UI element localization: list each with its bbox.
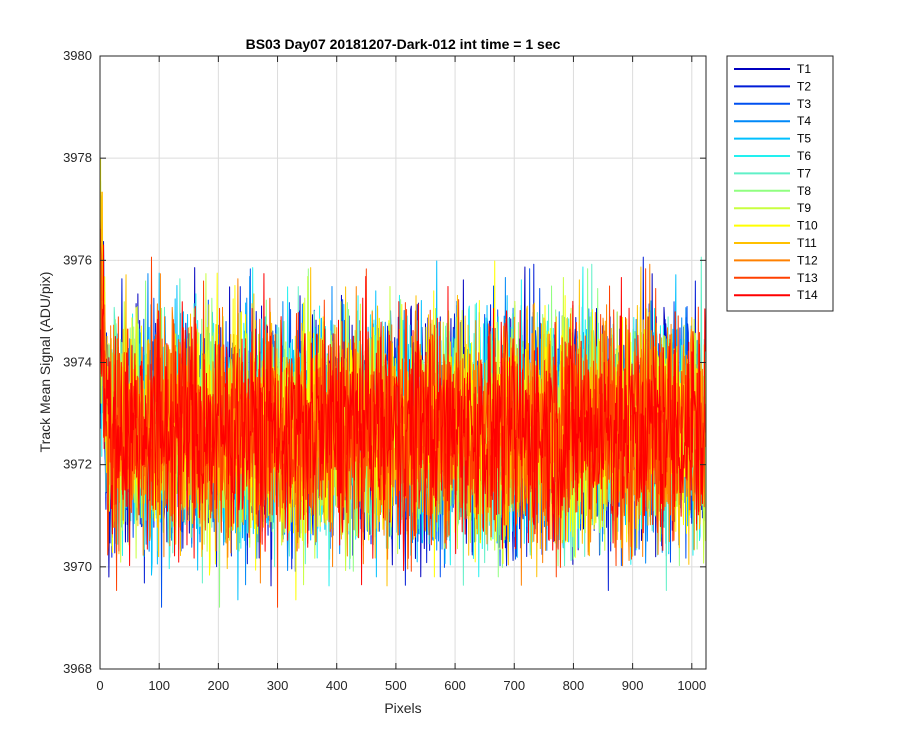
legend-label-t6: T6	[797, 149, 811, 163]
legend-label-t11: T11	[797, 236, 817, 250]
legend-label-t12: T12	[797, 253, 818, 267]
tick-layer: 0 100 200 300 400 500 600 700 800 900 1000 3968 3970…	[63, 48, 706, 693]
x-tick-label: 1000	[677, 678, 706, 693]
y-tick-label: 3974	[63, 355, 92, 370]
legend-label-t5: T5	[797, 132, 811, 146]
y-axis-title: Track Mean Signal (ADU/pix)	[37, 272, 53, 453]
y-tick-label: 3976	[63, 252, 92, 267]
legend-label-t7: T7	[797, 166, 811, 180]
legend-label-t14: T14	[797, 288, 818, 302]
x-tick-label: 900	[622, 678, 644, 693]
x-tick-label: 100	[148, 678, 170, 693]
x-tick-label: 200	[208, 678, 230, 693]
legend-label-t1: T1	[797, 62, 811, 76]
y-tick-label: 3972	[63, 457, 92, 472]
x-tick-label: 0	[96, 678, 103, 693]
y-tick-label: 3970	[63, 559, 92, 574]
legend-label-t13: T13	[797, 271, 818, 285]
x-tick-label: 300	[267, 678, 289, 693]
legend-label-t2: T2	[797, 79, 811, 93]
x-axis-title: Pixels	[384, 700, 421, 716]
x-tick-label: 700	[503, 678, 525, 693]
x-tick-label: 500	[385, 678, 407, 693]
legend-label-t3: T3	[797, 97, 811, 111]
plot-title: BS03 Day07 20181207-Dark-012 int time = …	[246, 36, 561, 52]
series-line-t14	[99, 244, 706, 586]
y-tick-label: 3968	[63, 661, 92, 676]
y-tick-label: 3978	[63, 150, 92, 165]
series-layer	[99, 158, 706, 608]
legend-label-t9: T9	[797, 201, 811, 215]
x-tick-label: 600	[444, 678, 466, 693]
legend-label-t10: T10	[797, 219, 818, 233]
x-tick-label: 400	[326, 678, 348, 693]
legend-label-t8: T8	[797, 184, 811, 198]
legend: T1 T2 T3 T4 T5 T6 T7 T8 T9 T10 T11 T12 T13 T14	[726, 55, 834, 312]
legend-label-t4: T4	[797, 114, 811, 128]
legend-box	[726, 55, 834, 312]
y-tick-label: 3980	[63, 48, 92, 63]
x-tick-label: 800	[563, 678, 585, 693]
